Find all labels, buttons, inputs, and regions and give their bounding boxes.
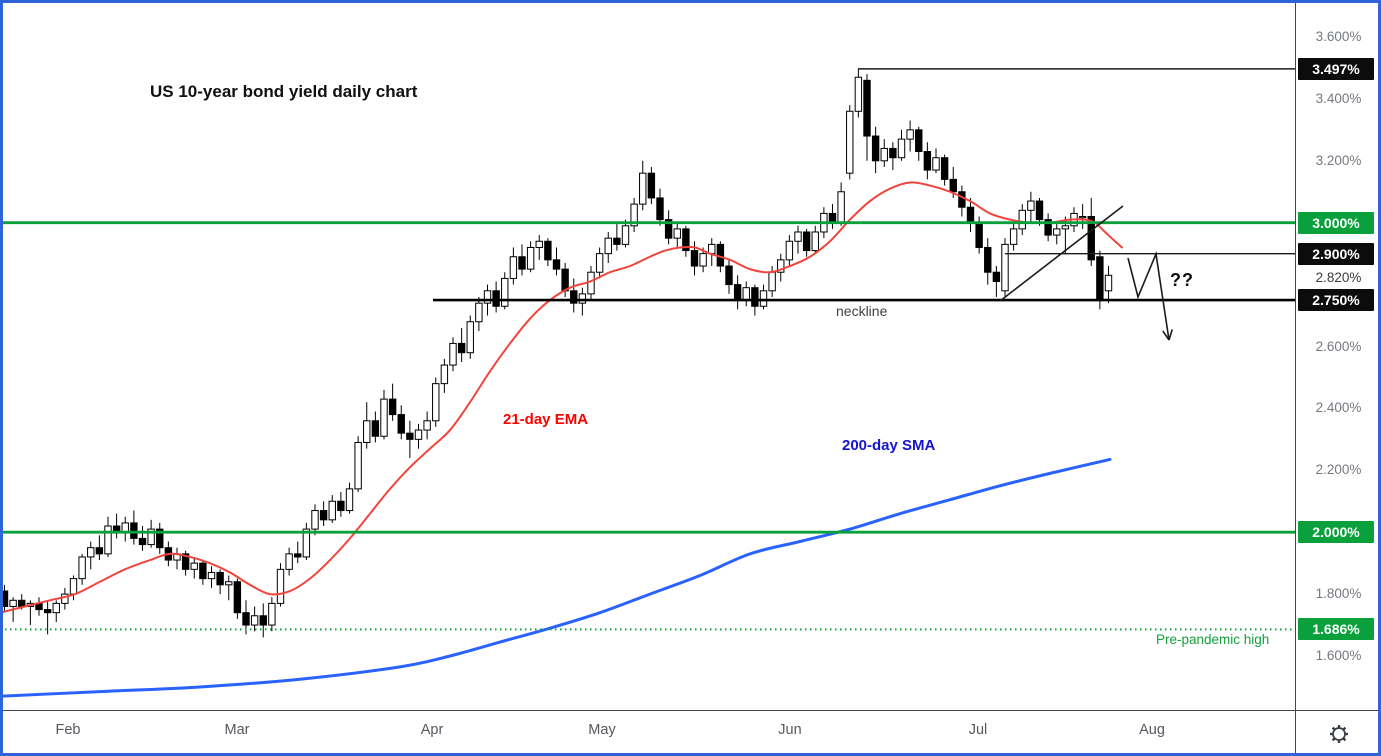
price-label-2.750%: 2.750%	[1298, 289, 1374, 312]
ema-annotation-label: 21-day EMA	[503, 411, 589, 428]
month-label-Jul: Jul	[968, 722, 988, 738]
price-label-3.600%: 3.600%	[1315, 29, 1362, 44]
chart-canvas[interactable]	[0, 0, 1295, 710]
neckline-annotation-label: neckline	[836, 303, 888, 319]
price-label-3.497%: 3.497%	[1298, 57, 1374, 80]
price-label-1.600%: 1.600%	[1315, 648, 1362, 663]
prepandemic-annotation-label: Pre-pandemic high	[1156, 632, 1270, 647]
settings-gear-icon[interactable]	[1327, 722, 1351, 746]
21-day-ema-line	[0, 181, 1123, 614]
page-title: US 10-year bond yield daily chart	[150, 82, 418, 101]
projection-arrowhead	[1168, 329, 1174, 341]
price-label-1.686%: 1.686%	[1298, 618, 1374, 641]
candles	[0, 68, 1113, 638]
projection-zigzag	[1127, 251, 1170, 341]
price-label-2.400%: 2.400%	[1315, 400, 1362, 416]
price-label-2.600%: 2.600%	[1315, 338, 1362, 354]
month-label-Aug: Aug	[1139, 722, 1165, 738]
price-label-3.400%: 3.400%	[1315, 90, 1362, 106]
month-label-May: May	[588, 722, 616, 738]
month-label-Apr: Apr	[420, 722, 444, 738]
month-label-Feb: Feb	[55, 722, 81, 738]
trendline	[999, 205, 1124, 302]
price-label-3.200%: 3.200%	[1315, 152, 1362, 168]
price-label-2.900%: 2.900%	[1298, 242, 1374, 265]
axis-settings-cell[interactable]	[1296, 711, 1381, 756]
price-label-2.820%: 2.820%	[1315, 270, 1362, 286]
projection-arrowhead	[1162, 330, 1170, 341]
projection-question-marks: ??	[1170, 270, 1194, 290]
200-day-sma-line	[0, 457, 1112, 698]
month-label-Jun: Jun	[778, 722, 802, 738]
price-label-1.800%: 1.800%	[1315, 586, 1362, 602]
time-axis[interactable]: Feb Mar Apr May Jun Jul Aug	[0, 711, 1295, 756]
month-label-Mar: Mar	[224, 722, 250, 738]
sma-annotation-label: 200-day SMA	[842, 437, 936, 454]
price-label-2.000%: 2.000%	[1298, 521, 1374, 544]
price-axis-border	[1295, 0, 1296, 756]
price-axis[interactable]: 3.600% 3.497% 3.400% 3.200% 3.000% 2.900% 2.82…	[1296, 0, 1381, 710]
price-label-3.000%: 3.000%	[1298, 211, 1374, 234]
price-label-2.200%: 2.200%	[1315, 462, 1362, 478]
time-axis-border	[0, 710, 1381, 711]
